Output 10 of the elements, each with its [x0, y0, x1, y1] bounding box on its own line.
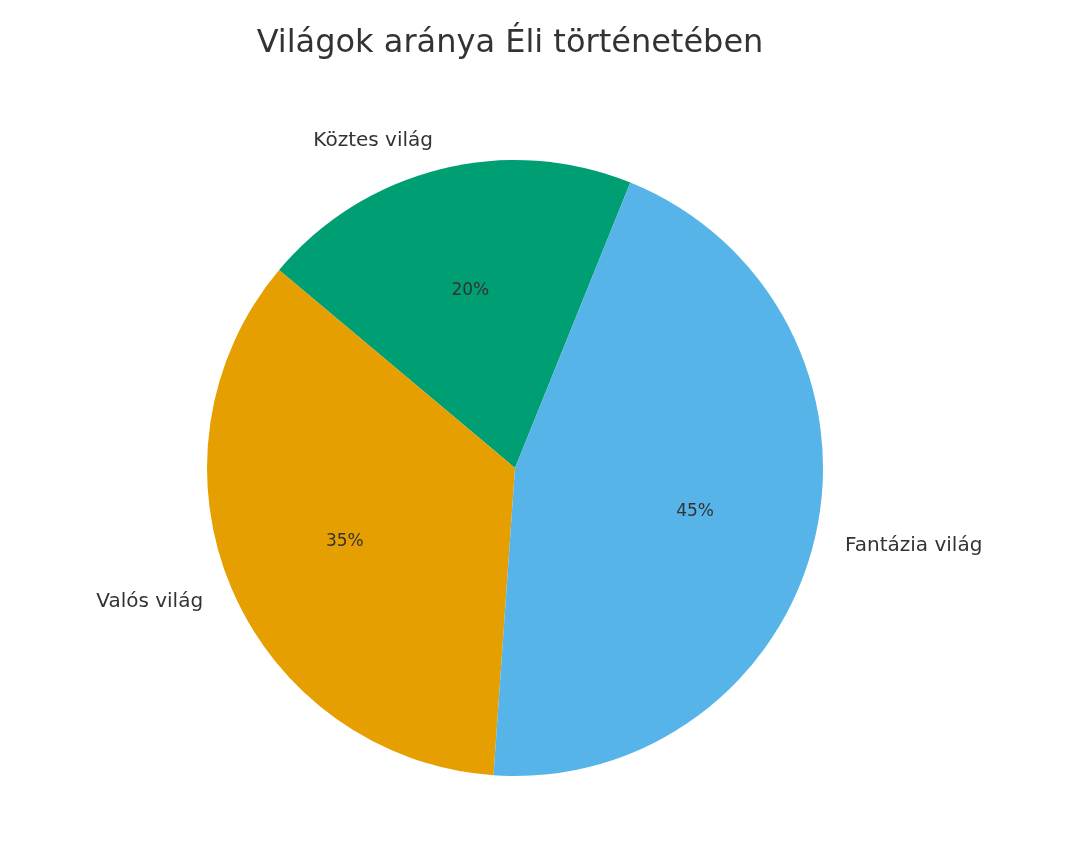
slice-label: Valós világ	[96, 588, 204, 613]
data-label: 45%	[676, 499, 714, 520]
slice-label: Köztes világ	[313, 127, 434, 152]
chart-title: Világok aránya Éli történetében	[255, 22, 765, 60]
pie-slice	[493, 182, 823, 776]
pie-slice	[207, 270, 515, 776]
pie-slice	[279, 160, 631, 468]
data-label: 35%	[325, 530, 364, 551]
data-label: 20%	[451, 278, 490, 299]
slice-label: Fantázia világ	[845, 532, 983, 557]
